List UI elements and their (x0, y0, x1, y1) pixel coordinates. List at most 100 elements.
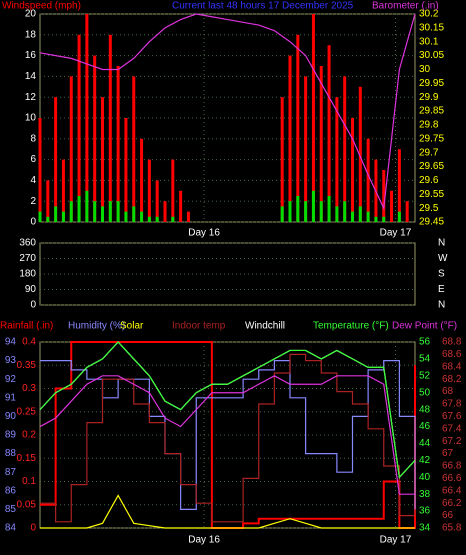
y2-tick-label: 29.95 (419, 78, 444, 89)
legend-label: Humidity (%) (68, 321, 125, 332)
bar (343, 201, 347, 222)
y2-tick-label: 30.1 (419, 36, 439, 47)
bar (171, 216, 175, 222)
bar (382, 216, 386, 222)
y-tick-label: 4 (30, 175, 36, 186)
legend-label: Indoor temp (172, 321, 226, 332)
bar (93, 201, 97, 222)
bar (147, 159, 151, 222)
compass-label: N (438, 300, 445, 311)
y2-tick-label: 29.5 (419, 203, 439, 214)
bar (366, 211, 370, 222)
y2-tick-label: 30.2 (419, 9, 439, 20)
y2-tick-label: 29.55 (419, 189, 444, 200)
y2-tick-label: 46 (419, 421, 431, 432)
y-tick-label: 0.25 (17, 406, 37, 417)
y-tick-label: 6 (30, 154, 36, 165)
y4-tick-label: 65.8 (442, 523, 462, 534)
bar (405, 201, 409, 222)
series-line (40, 360, 416, 510)
legend-label: Windchill (245, 321, 285, 332)
bar (358, 206, 362, 222)
bar (147, 216, 151, 222)
compass-label: S (438, 269, 445, 280)
bar (351, 211, 354, 222)
bar (327, 196, 331, 222)
y3-tick-label: 93 (5, 355, 17, 366)
y2-tick-label: 29.45 (419, 217, 444, 228)
y2-tick-label: 40 (419, 472, 431, 483)
bar (46, 180, 50, 222)
bar (116, 201, 120, 222)
y2-tick-label: 30.05 (419, 50, 444, 61)
bar (54, 206, 58, 222)
y-tick-label: 180 (19, 269, 36, 280)
y-tick-label: 0.35 (17, 360, 37, 371)
compass-label: W (438, 253, 448, 264)
y3-tick-label: 84 (5, 523, 17, 534)
bar (280, 206, 284, 222)
y2-tick-label: 29.85 (419, 106, 444, 117)
y3-tick-label: 86 (5, 485, 17, 496)
legend-label: Barometer (.in) (372, 1, 439, 12)
x-tick-label: Day 16 (188, 228, 220, 239)
compass-label: N (438, 238, 445, 249)
y-tick-label: 18 (25, 29, 37, 40)
y3-tick-label: 87 (5, 467, 17, 478)
bar (163, 201, 167, 222)
y2-tick-label: 56 (419, 337, 431, 348)
y3-tick-label: 91 (5, 392, 17, 403)
y-tick-label: 14 (25, 71, 37, 82)
y4-tick-label: 67 (442, 448, 454, 459)
y3-tick-label: 90 (5, 411, 17, 422)
bar (171, 159, 175, 222)
y4-tick-label: 66.4 (442, 485, 462, 496)
series-line (39, 13, 416, 211)
y2-tick-label: 54 (419, 354, 431, 365)
bar (132, 206, 136, 222)
y-tick-label: 0.3 (22, 383, 36, 394)
y-tick-label: 0.05 (17, 499, 37, 510)
bar (288, 201, 292, 222)
y2-tick-label: 42 (419, 455, 431, 466)
bar (304, 76, 308, 223)
series-line (40, 353, 416, 523)
y2-tick-label: 48 (419, 404, 431, 415)
y-tick-label: 0.15 (17, 453, 37, 464)
bar (351, 118, 354, 222)
bar (296, 196, 300, 222)
y2-tick-label: 29.6 (419, 175, 439, 186)
y2-tick-label: 38 (419, 489, 431, 500)
bar (390, 190, 394, 222)
y-tick-label: 360 (19, 238, 36, 249)
series-line (39, 341, 416, 479)
y3-tick-label: 89 (5, 430, 17, 441)
bar (108, 34, 112, 222)
y4-tick-label: 68.2 (442, 374, 462, 385)
bar (343, 76, 347, 223)
bar (93, 55, 97, 222)
bar (155, 180, 159, 222)
bar (85, 190, 89, 222)
compass-label: E (438, 284, 445, 295)
y4-tick-label: 67.4 (442, 423, 462, 434)
y2-tick-label: 34 (419, 523, 431, 534)
bar (155, 216, 159, 222)
y-tick-label: 20 (25, 9, 37, 20)
bar (38, 211, 42, 222)
bar (186, 211, 190, 222)
bar (124, 211, 128, 222)
bar (335, 97, 339, 222)
y4-tick-label: 67.8 (442, 399, 462, 410)
y-tick-label: 0.2 (22, 430, 36, 441)
y2-tick-label: 36 (419, 506, 431, 517)
y2-tick-label: 29.8 (419, 120, 439, 131)
bar (304, 201, 308, 222)
bar (69, 201, 73, 222)
y-tick-label: 0.1 (22, 476, 36, 487)
bar (311, 190, 315, 222)
y3-tick-label: 85 (5, 504, 17, 515)
y-tick-label: 270 (19, 253, 36, 264)
y-tick-label: 0 (30, 217, 36, 228)
